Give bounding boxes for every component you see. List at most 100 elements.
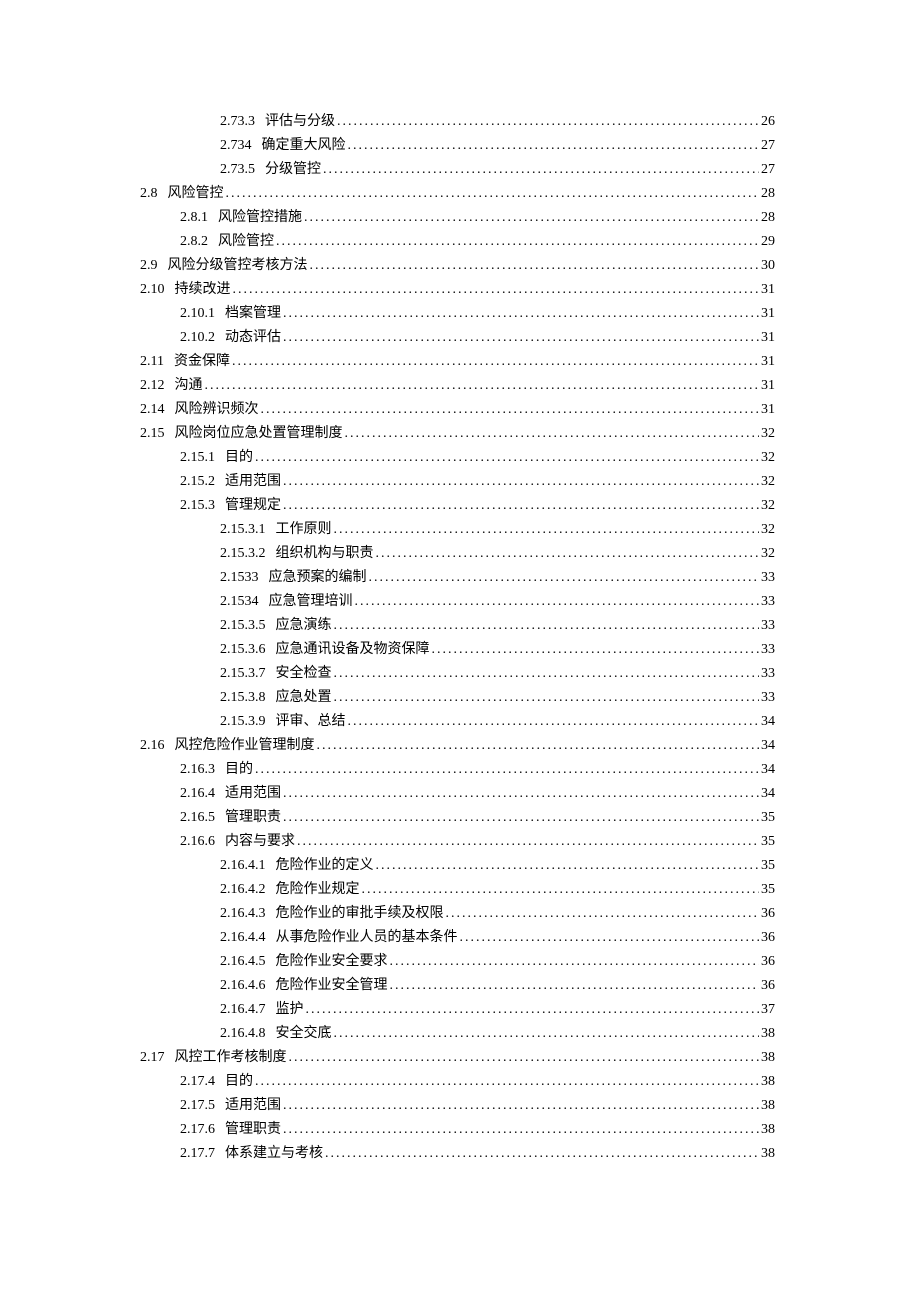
- toc-entry: 2.15.3.6应急通讯设备及物资保障.....................…: [140, 638, 775, 662]
- toc-leader-dots: ........................................…: [261, 398, 760, 422]
- toc-entry: 2.16.4.5危险作业安全要求........................…: [140, 950, 775, 974]
- table-of-contents: 2.73.3评估与分级.............................…: [140, 110, 775, 1166]
- toc-entry: 2.15.1目的................................…: [140, 446, 775, 470]
- toc-entry-page: 33: [761, 590, 775, 614]
- toc-entry-number: 2.16.5: [180, 806, 215, 830]
- toc-entry-page: 36: [761, 974, 775, 998]
- toc-entry-title: 风险分级管控考核方法: [168, 254, 308, 278]
- toc-entry-title: 风险管控: [168, 182, 224, 206]
- toc-entry: 2.15.3.9评审、总结...........................…: [140, 710, 775, 734]
- toc-entry: 2.16.5管理职责..............................…: [140, 806, 775, 830]
- toc-entry: 2.16.4适用范围..............................…: [140, 782, 775, 806]
- toc-entry-number: 2.15.3.5: [220, 614, 266, 638]
- toc-entry-page: 32: [761, 494, 775, 518]
- toc-entry-number: 2.10: [140, 278, 165, 302]
- toc-entry-number: 2.15.2: [180, 470, 215, 494]
- toc-leader-dots: ........................................…: [283, 1094, 759, 1118]
- toc-entry: 2.1533应急预案的编制...........................…: [140, 566, 775, 590]
- toc-entry-page: 29: [761, 230, 775, 254]
- toc-entry: 2.15风险岗位应急处置管理制度........................…: [140, 422, 775, 446]
- toc-entry-page: 32: [761, 446, 775, 470]
- toc-entry: 2.16.4.6危险作业安全管理........................…: [140, 974, 775, 998]
- toc-entry: 2.11资金保障................................…: [140, 350, 775, 374]
- toc-entry: 2.8.2风险管控...............................…: [140, 230, 775, 254]
- toc-entry-number: 2.17.5: [180, 1094, 215, 1118]
- toc-entry-title: 体系建立与考核: [225, 1142, 323, 1166]
- toc-entry-number: 2.16.4.7: [220, 998, 266, 1022]
- toc-entry-number: 2.15.3.1: [220, 518, 266, 542]
- toc-leader-dots: ........................................…: [255, 446, 759, 470]
- toc-leader-dots: ........................................…: [276, 230, 759, 254]
- toc-entry-number: 2.15.1: [180, 446, 215, 470]
- toc-leader-dots: ........................................…: [297, 830, 759, 854]
- toc-entry-number: 2.10.1: [180, 302, 215, 326]
- toc-entry-page: 31: [761, 326, 775, 350]
- toc-entry-title: 风控危险作业管理制度: [175, 734, 315, 758]
- toc-leader-dots: ........................................…: [283, 806, 759, 830]
- toc-entry: 2.15.2适用范围..............................…: [140, 470, 775, 494]
- toc-entry-title: 内容与要求: [225, 830, 295, 854]
- toc-entry-page: 38: [761, 1022, 775, 1046]
- toc-entry-page: 33: [761, 662, 775, 686]
- toc-entry: 2.12沟通..................................…: [140, 374, 775, 398]
- toc-leader-dots: ........................................…: [283, 470, 759, 494]
- toc-entry: 2.17.5适用范围..............................…: [140, 1094, 775, 1118]
- toc-entry-title: 管理规定: [225, 494, 281, 518]
- toc-entry-page: 36: [761, 902, 775, 926]
- toc-entry-title: 确定重大风险: [262, 134, 346, 158]
- toc-entry-number: 2.15.3.2: [220, 542, 266, 566]
- toc-entry: 2.17风控工作考核制度............................…: [140, 1046, 775, 1070]
- toc-entry-number: 2.8.1: [180, 206, 208, 230]
- toc-entry-title: 危险作业的定义: [276, 854, 374, 878]
- toc-leader-dots: ........................................…: [283, 302, 759, 326]
- toc-entry: 2.16.3目的................................…: [140, 758, 775, 782]
- toc-entry-title: 风险管控措施: [218, 206, 302, 230]
- toc-entry-page: 34: [761, 758, 775, 782]
- toc-entry-number: 2.1534: [220, 590, 259, 614]
- toc-entry-title: 风险岗位应急处置管理制度: [175, 422, 343, 446]
- toc-leader-dots: ........................................…: [255, 758, 759, 782]
- toc-entry-page: 31: [761, 398, 775, 422]
- toc-entry: 2.73.3评估与分级.............................…: [140, 110, 775, 134]
- toc-entry: 2.17.6管理职责..............................…: [140, 1118, 775, 1142]
- toc-entry-page: 33: [761, 566, 775, 590]
- toc-leader-dots: ........................................…: [205, 374, 760, 398]
- toc-entry-number: 2.16.4.8: [220, 1022, 266, 1046]
- toc-entry: 2.16.4.8安全交底............................…: [140, 1022, 775, 1046]
- toc-entry-page: 32: [761, 422, 775, 446]
- toc-leader-dots: ........................................…: [304, 206, 759, 230]
- toc-leader-dots: ........................................…: [283, 326, 759, 350]
- toc-leader-dots: ........................................…: [334, 662, 760, 686]
- toc-leader-dots: ........................................…: [283, 782, 759, 806]
- toc-leader-dots: ........................................…: [432, 638, 760, 662]
- toc-entry-title: 组织机构与职责: [276, 542, 374, 566]
- toc-entry-page: 27: [761, 158, 775, 182]
- toc-entry-page: 34: [761, 710, 775, 734]
- toc-entry-title: 风险辨识频次: [175, 398, 259, 422]
- toc-entry-page: 38: [761, 1118, 775, 1142]
- toc-leader-dots: ........................................…: [334, 518, 760, 542]
- toc-entry-title: 危险作业规定: [276, 878, 360, 902]
- toc-entry: 2.734确定重大风险.............................…: [140, 134, 775, 158]
- toc-entry: 2.16.4.3危险作业的审批手续及权限....................…: [140, 902, 775, 926]
- toc-entry: 2.15.3.5应急演练............................…: [140, 614, 775, 638]
- toc-entry-number: 2.734: [220, 134, 252, 158]
- toc-leader-dots: ........................................…: [390, 974, 760, 998]
- toc-entry: 2.16.6内容与要求.............................…: [140, 830, 775, 854]
- toc-entry-title: 安全检查: [276, 662, 332, 686]
- toc-entry-title: 应急处置: [276, 686, 332, 710]
- toc-entry-page: 33: [761, 686, 775, 710]
- toc-entry: 2.16风控危险作业管理制度..........................…: [140, 734, 775, 758]
- toc-entry-number: 2.12: [140, 374, 165, 398]
- toc-entry: 2.9风险分级管控考核方法...........................…: [140, 254, 775, 278]
- toc-entry-title: 管理职责: [225, 1118, 281, 1142]
- toc-entry: 2.17.4目的................................…: [140, 1070, 775, 1094]
- toc-entry: 2.16.4.4从事危险作业人员的基本条件...................…: [140, 926, 775, 950]
- toc-entry: 2.73.5分级管控..............................…: [140, 158, 775, 182]
- toc-entry-number: 2.17: [140, 1046, 165, 1070]
- toc-leader-dots: ........................................…: [355, 590, 760, 614]
- toc-leader-dots: ........................................…: [334, 614, 760, 638]
- toc-entry-number: 2.11: [140, 350, 164, 374]
- toc-leader-dots: ........................................…: [283, 494, 759, 518]
- toc-entry-number: 2.16.3: [180, 758, 215, 782]
